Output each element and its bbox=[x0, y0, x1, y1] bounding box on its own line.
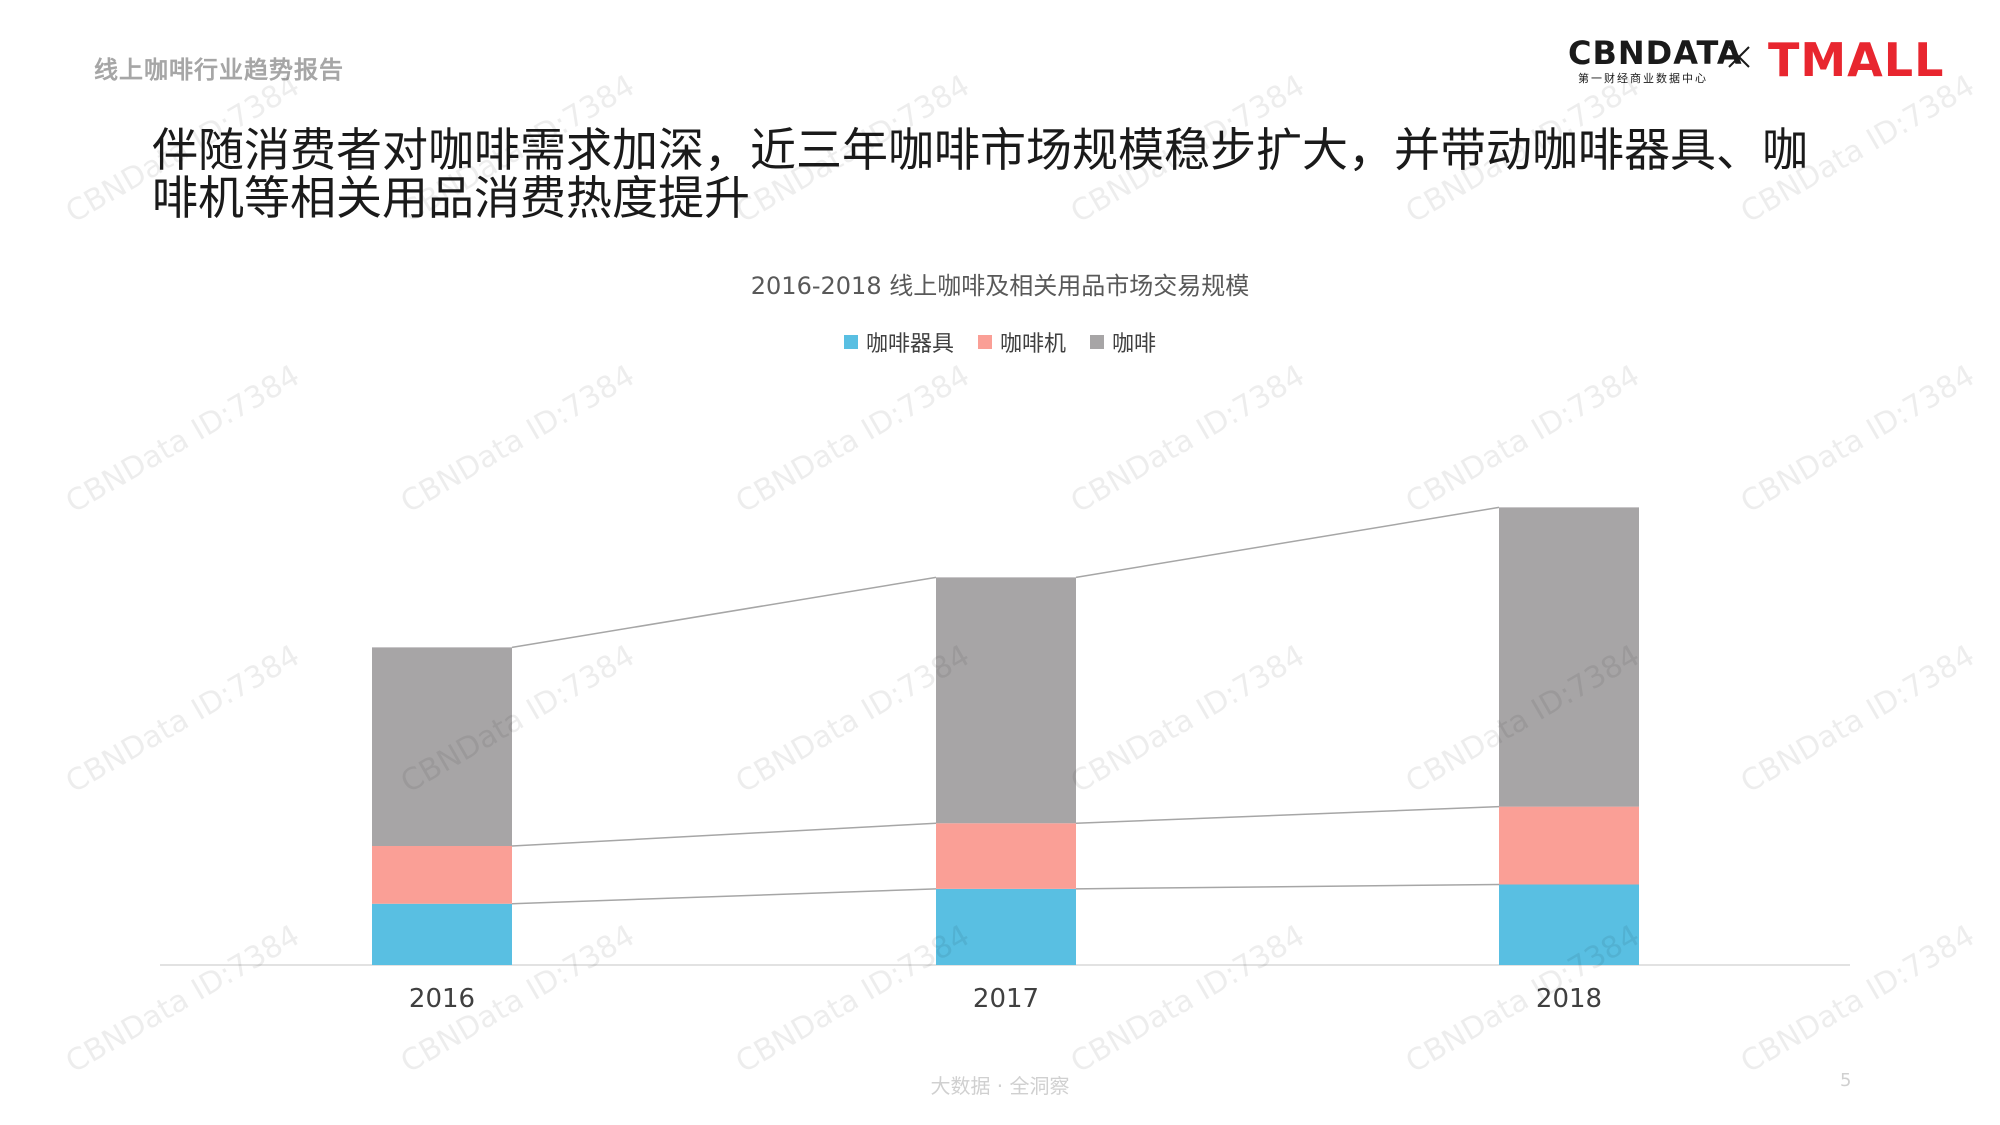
connector-line-segment-coffee bbox=[1075, 506, 1500, 579]
bar-segment-machine-2017 bbox=[936, 823, 1076, 889]
legend-item-coffee: 咖啡 bbox=[1090, 326, 1156, 358]
bar-segment-coffee-2017 bbox=[936, 577, 1076, 824]
bar-segment-coffee-2018 bbox=[1499, 507, 1639, 807]
connector-line-segment-coffee bbox=[511, 576, 937, 649]
legend-swatch-coffee bbox=[1090, 335, 1104, 349]
connector-line-segment-machine bbox=[511, 822, 937, 847]
cbndata-wordmark: CBNDATA bbox=[1568, 34, 1743, 72]
connector-line-segment-equipment bbox=[511, 888, 937, 905]
chart-title: 2016-2018 线上咖啡及相关用品市场交易规模 bbox=[750, 272, 1250, 300]
report-name: 线上咖啡行业趋势报告 bbox=[94, 56, 344, 84]
legend-label-machine: 咖啡机 bbox=[999, 332, 1066, 357]
bar-segment-coffee-2016 bbox=[372, 647, 512, 846]
chart-legend: 咖啡器具 咖啡机 咖啡 bbox=[0, 326, 2000, 358]
bar-segment-equipment-2016 bbox=[372, 903, 512, 965]
x-tick-label-2018: 2018 bbox=[1535, 984, 1603, 1014]
legend-swatch-machine bbox=[977, 335, 992, 349]
legend-swatch-equipment bbox=[843, 335, 858, 349]
footer-tagline: 大数据 · 全洞察 bbox=[930, 1074, 1070, 1098]
cbndata-subtitle: 第一财经商业数据中心 bbox=[1578, 72, 1708, 85]
headline: 伴随消费者对咖啡需求加深，近三年咖啡市场规模稳步扩大，并带动咖啡器具、咖啡机等相… bbox=[152, 123, 1808, 225]
bar-segment-equipment-2018 bbox=[1499, 884, 1639, 965]
brand-logo: CBNDATA 第一财经商业数据中心 TMALL bbox=[1568, 34, 1943, 94]
cross-icon bbox=[1728, 46, 1750, 68]
legend-label-equipment: 咖啡器具 bbox=[865, 332, 954, 357]
bar-segment-machine-2018 bbox=[1499, 806, 1639, 885]
bar-segment-equipment-2017 bbox=[936, 888, 1076, 965]
tmall-logo: TMALL bbox=[1768, 33, 1945, 87]
x-tick-label-2016: 2016 bbox=[408, 984, 476, 1014]
x-tick-label-2017: 2017 bbox=[972, 984, 1040, 1014]
connector-line-segment-equipment bbox=[1075, 883, 1500, 890]
connector-line-segment-machine bbox=[1075, 805, 1500, 824]
legend-label-coffee: 咖啡 bbox=[1112, 332, 1157, 357]
page-number: 5 bbox=[1840, 1070, 1852, 1091]
legend-item-equipment: 咖啡器具 bbox=[843, 326, 954, 358]
cbndata-logo: CBNDATA 第一财经商业数据中心 bbox=[1568, 34, 1743, 86]
legend-item-machine: 咖啡机 bbox=[977, 326, 1066, 358]
bar-segment-machine-2016 bbox=[372, 846, 512, 904]
